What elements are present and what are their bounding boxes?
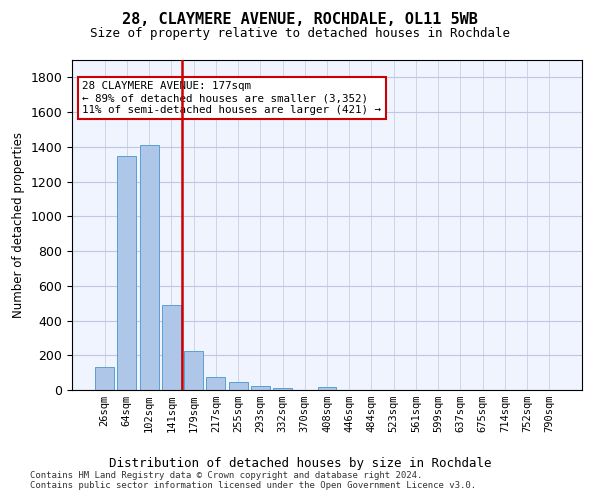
Bar [162, 305, 181, 390]
Y-axis label: Number of detached properties: Number of detached properties [12, 132, 25, 318]
Bar [95, 368, 114, 390]
Bar [118, 156, 136, 390]
Bar [206, 377, 225, 390]
Text: 28 CLAYMERE AVENUE: 177sqm
← 89% of detached houses are smaller (3,352)
11% of s: 28 CLAYMERE AVENUE: 177sqm ← 89% of deta… [82, 82, 381, 114]
Text: Distribution of detached houses by size in Rochdale: Distribution of detached houses by size … [109, 458, 491, 470]
Bar [273, 388, 292, 390]
Bar [251, 386, 270, 390]
Text: 28, CLAYMERE AVENUE, ROCHDALE, OL11 5WB: 28, CLAYMERE AVENUE, ROCHDALE, OL11 5WB [122, 12, 478, 28]
Bar [229, 382, 248, 390]
Bar [317, 386, 337, 390]
Bar [140, 145, 158, 390]
Text: Size of property relative to detached houses in Rochdale: Size of property relative to detached ho… [90, 28, 510, 40]
Bar [184, 351, 203, 390]
Text: Contains HM Land Registry data © Crown copyright and database right 2024.
Contai: Contains HM Land Registry data © Crown c… [30, 470, 476, 490]
